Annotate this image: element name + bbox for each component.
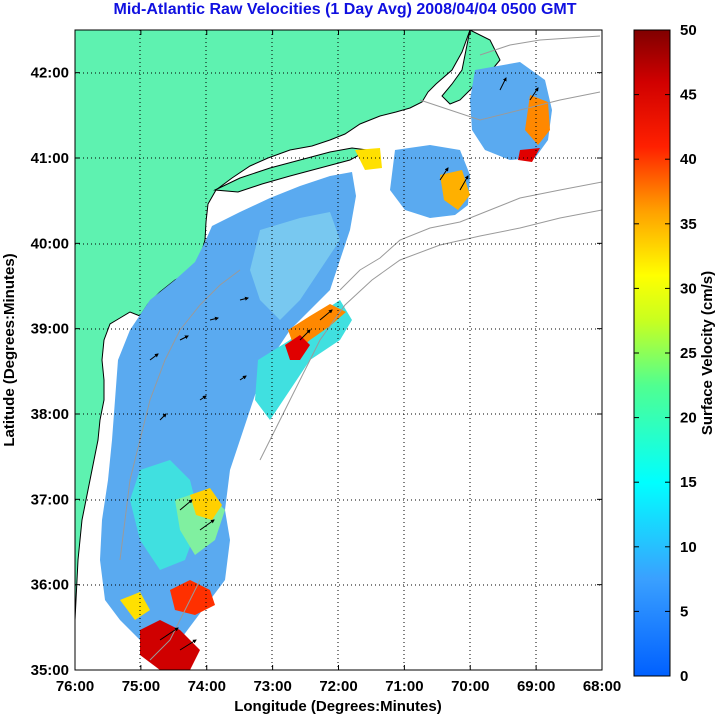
x-tick-label: 68:00 xyxy=(583,678,621,695)
x-tick-label: 73:00 xyxy=(253,678,291,695)
map-title: Mid-Atlantic Raw Velocities (1 Day Avg) … xyxy=(113,1,577,18)
velocity-field xyxy=(100,62,552,670)
colorbar-tick-label: 0 xyxy=(680,668,688,685)
colorbar-tick-label: 15 xyxy=(680,474,697,491)
map-grid xyxy=(75,30,602,670)
x-tick-label: 75:00 xyxy=(122,678,160,695)
y-tick-label: 36:00 xyxy=(31,577,69,594)
colorbar-tick-label: 25 xyxy=(680,345,697,362)
y-tick-label: 41:00 xyxy=(31,150,69,167)
x-tick-label: 72:00 xyxy=(319,678,357,695)
y-tick-label: 38:00 xyxy=(31,406,69,423)
y-tick-label: 37:00 xyxy=(31,491,69,508)
x-tick-label: 71:00 xyxy=(385,678,423,695)
colorbar-tick-label: 10 xyxy=(680,539,697,556)
longitude-ticks: 76:00 75:00 74:00 73:00 72:00 71:00 70:00 69:00… xyxy=(56,30,621,695)
y-tick-label: 39:00 xyxy=(31,321,69,338)
x-tick-label: 76:00 xyxy=(56,678,94,695)
colorbar xyxy=(633,29,671,677)
colorbar-tick-label: 35 xyxy=(680,216,697,233)
cape-cod xyxy=(441,30,501,105)
x-tick-label: 70:00 xyxy=(451,678,489,695)
colorbar-tick-label: 30 xyxy=(680,280,697,297)
velocity-vectors xyxy=(149,77,539,651)
colorbar-tick-label: 5 xyxy=(680,603,688,620)
colorbar-tick-label: 45 xyxy=(680,87,697,104)
colorbar-ticks: 0 5 10 15 20 25 30 35 40 45 50 xyxy=(634,22,697,685)
y-tick-label: 42:00 xyxy=(31,65,69,82)
y-tick-label: 40:00 xyxy=(31,235,69,252)
colorbar-label: Surface Velocity (cm/s) xyxy=(699,271,716,435)
x-tick-label: 69:00 xyxy=(517,678,555,695)
y-axis-label: Latitude (Degrees:Minutes) xyxy=(1,253,18,446)
x-tick-label: 74:00 xyxy=(188,678,226,695)
colorbar-tick-label: 50 xyxy=(680,22,697,39)
x-axis-label: Longitude (Degrees:Minutes) xyxy=(234,698,442,714)
y-tick-label: 35:00 xyxy=(31,662,69,679)
colorbar-tick-label: 20 xyxy=(680,410,697,427)
latitude-ticks: 35:00 36:00 37:00 38:00 39:00 40:00 41:00 42:00 xyxy=(31,65,602,679)
colorbar-tick-label: 40 xyxy=(680,151,697,168)
